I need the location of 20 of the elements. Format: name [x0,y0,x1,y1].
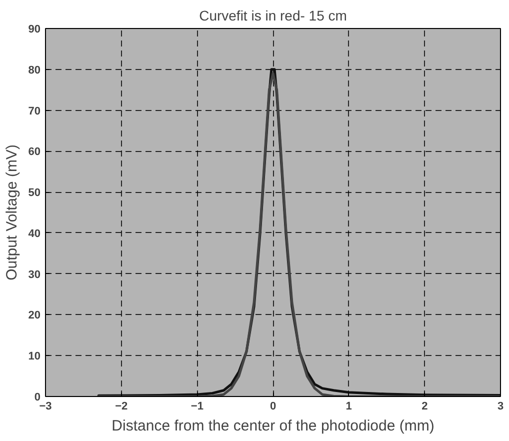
x-tick-label: −3 [39,400,52,412]
x-axis-title: Distance from the center of the photodiode (mm) [112,418,434,434]
y-tick-label: 0 [34,392,41,404]
y-tick-label: 80 [28,64,41,76]
y-tick-label: 10 [28,350,41,363]
y-tick-label: 90 [28,24,41,36]
chart-title: Curvefit is in red- 15 cm [199,8,347,24]
x-tick-label: 2 [422,400,428,412]
y-tick-label: 40 [28,228,41,240]
y-tick-label: 60 [28,146,41,158]
x-tick-label: 3 [497,400,504,412]
y-tick-label: 20 [28,310,41,322]
y-tick-label: 30 [28,268,41,281]
x-tick-label: −2 [115,400,128,412]
y-tick-label: 50 [28,187,41,200]
y-axis-title: Output Voltage (mV) [3,144,20,280]
x-tick-label: −1 [190,400,204,412]
x-tick-label: 1 [346,400,352,412]
y-tick-label: 70 [28,105,41,118]
x-tick-label: 0 [270,400,276,412]
